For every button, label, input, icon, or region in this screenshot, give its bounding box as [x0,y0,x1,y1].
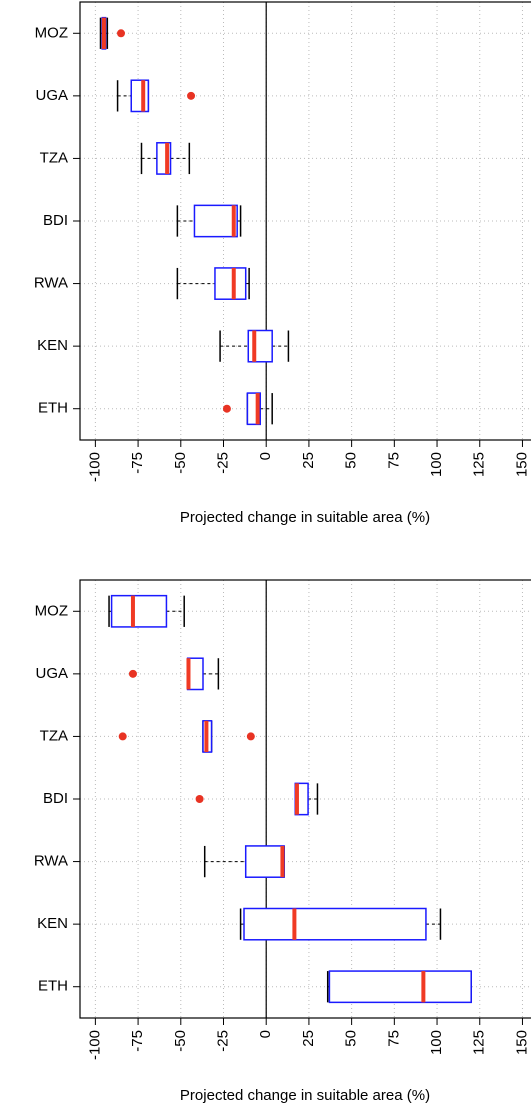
x-tick-label: -75 [129,1030,146,1052]
y-tick-label: RWA [34,853,68,870]
x-tick-label: -100 [86,452,103,482]
outlier [118,732,127,741]
x-tick-label: 75 [385,1030,402,1047]
box [130,79,150,113]
outlier [195,795,204,803]
y-tick-label: TZA [40,149,68,166]
outlier [222,404,231,413]
x-tick-label: -75 [129,452,146,474]
y-tick-label: UGA [35,87,68,104]
x-tick-label: 0 [257,452,274,460]
y-tick-label: BDI [43,790,68,807]
x-axis-label: Projected change in suitable area (%) [180,1087,430,1104]
x-tick-label: 100 [428,1030,445,1055]
outlier [128,669,137,678]
x-tick-label: 150 [513,452,530,477]
y-tick-label: UGA [35,665,68,682]
x-tick-label: 125 [471,452,488,477]
y-tick-label: TZA [40,727,68,744]
x-tick-label: 75 [385,452,402,469]
box [214,267,247,300]
x-tick-label: 50 [343,452,360,469]
box [244,845,285,878]
box [193,204,238,238]
y-tick-label: KEN [37,337,68,354]
x-tick-label: -100 [86,1030,103,1060]
x-tick-label: 0 [257,1030,274,1038]
y-tick-label: ETH [38,400,68,417]
x-tick-label: 25 [300,1030,317,1047]
x-tick-label: 150 [513,1030,530,1055]
box [328,970,472,1004]
y-tick-label: MOZ [35,24,68,41]
x-tick-label: -25 [214,452,231,474]
outlier [246,732,255,741]
x-tick-label: -25 [214,1030,231,1052]
x-tick-label: 50 [343,1030,360,1047]
y-tick-label: ETH [38,978,68,995]
x-tick-label: 25 [300,452,317,469]
plot-frame [79,1,531,441]
outlier [117,29,125,38]
x-tick-label: 125 [471,1030,488,1055]
y-tick-label: MOZ [35,602,68,619]
box [110,594,168,628]
y-tick-label: BDI [43,212,68,229]
x-tick-label: -50 [172,452,189,474]
x-tick-label: -50 [172,1030,189,1052]
x-axis-label: Projected change in suitable area (%) [180,509,430,526]
box [247,329,273,363]
outlier [187,91,196,100]
y-tick-label: KEN [37,915,68,932]
box [243,907,427,941]
x-tick-label: 100 [428,452,445,477]
y-tick-label: RWA [34,275,68,292]
